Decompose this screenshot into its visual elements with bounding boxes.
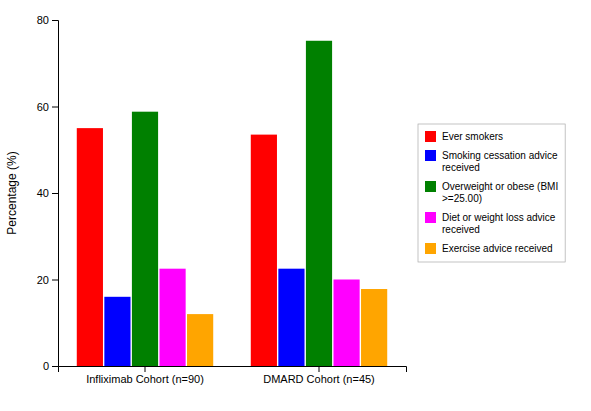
axis-line — [59, 367, 407, 373]
bar — [333, 280, 359, 367]
tick: 20 — [37, 274, 58, 286]
axis-line — [52, 21, 59, 367]
tick-label: DMARD Cohort (n=45) — [263, 373, 375, 385]
legend-label: Smoking cessation advicereceived — [442, 150, 558, 173]
legend-item: Overweight or obese (BMI>=25.00) — [425, 181, 558, 204]
bar — [159, 269, 185, 366]
tick-mark — [145, 366, 146, 372]
bar — [187, 314, 213, 366]
y-axis: 0 20 40 60 80 — [37, 14, 59, 372]
tick-label: 60 — [37, 101, 49, 113]
series — [159, 269, 359, 366]
bar — [278, 269, 304, 366]
legend-label: Ever smokers — [442, 131, 503, 142]
x-axis: Infliximab Cohort (n=90) DMARD Cohort (n=… — [59, 366, 407, 385]
tick-label: Infliximab Cohort (n=90) — [86, 373, 204, 385]
legend-swatch — [425, 243, 436, 254]
axis-title: Percentage (%) — [5, 151, 19, 234]
tick-mark — [52, 107, 58, 108]
legend-label: Diet or weight loss advicereceived — [442, 212, 556, 235]
tick-label: 80 — [37, 14, 49, 26]
tick-mark — [319, 366, 320, 372]
tick-label: 20 — [37, 274, 49, 286]
tick: 0 — [43, 360, 58, 372]
bar — [132, 112, 158, 366]
bar — [77, 128, 103, 366]
plot: 0 20 40 60 80 Infliximab Cohort (n=90) DMARD C… — [37, 14, 407, 385]
tick-mark — [52, 366, 58, 367]
legend-label: Exercise advice received — [442, 243, 553, 254]
legend-label: Overweight or obese (BMI>=25.00) — [442, 181, 558, 204]
legend: Ever smokers Smoking cessation advicerece… — [418, 124, 565, 262]
legend-swatch — [425, 131, 436, 142]
tick: DMARD Cohort (n=45) — [263, 366, 375, 385]
tick-mark — [52, 20, 58, 21]
series — [77, 128, 277, 366]
bar — [251, 135, 277, 366]
tick-label: 40 — [37, 187, 49, 199]
tick-mark — [52, 193, 58, 194]
chart: 0 20 40 60 80 Infliximab Cohort (n=90) DMARD C… — [0, 0, 591, 411]
tick-label: 0 — [43, 360, 49, 372]
tick: 60 — [37, 101, 58, 113]
series — [132, 41, 332, 366]
bar — [104, 297, 130, 366]
legend-swatch — [425, 181, 436, 192]
bar — [306, 41, 332, 366]
legend-item: Exercise advice received — [425, 243, 553, 254]
tick: Infliximab Cohort (n=90) — [86, 366, 204, 385]
bars — [77, 41, 387, 366]
legend-swatch — [425, 150, 436, 161]
legend-swatch — [425, 212, 436, 223]
legend-item: Smoking cessation advicereceived — [425, 150, 558, 173]
legend-frame — [418, 124, 565, 262]
legend-item: Ever smokers — [425, 131, 503, 142]
tick-mark — [52, 280, 58, 281]
legend-item: Diet or weight loss advicereceived — [425, 212, 556, 235]
tick: 80 — [37, 14, 58, 26]
bar — [361, 289, 387, 366]
tick: 40 — [37, 187, 58, 199]
series — [187, 289, 387, 366]
